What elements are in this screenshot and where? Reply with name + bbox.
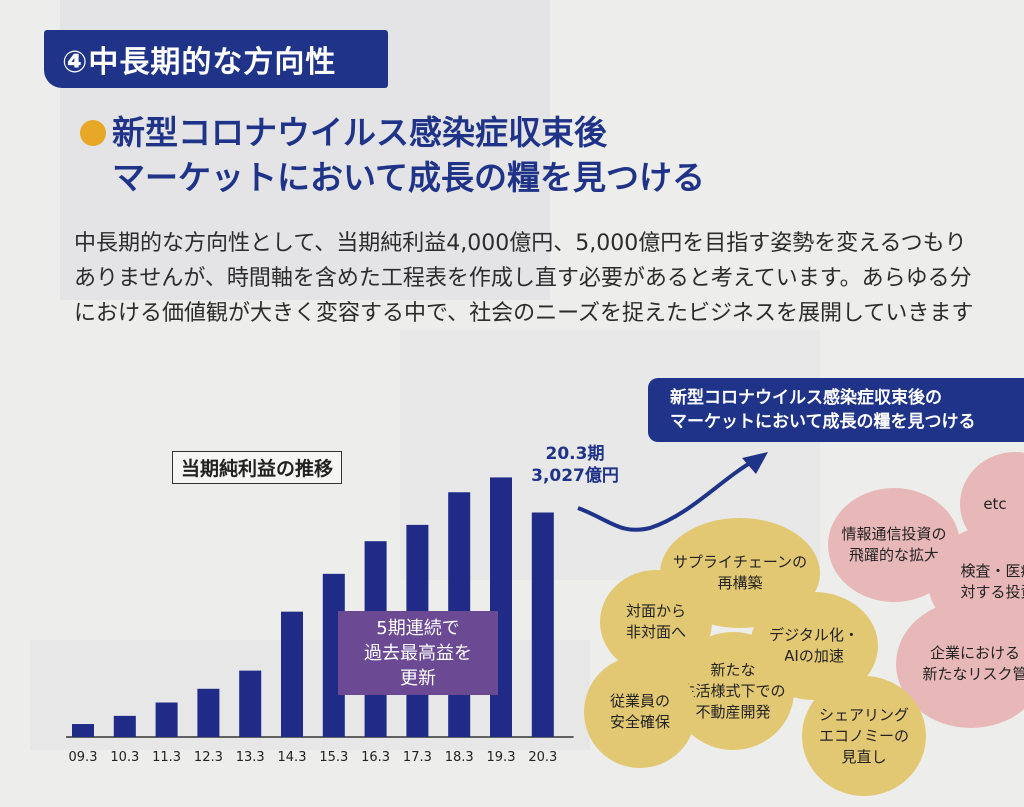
- future-box-line: マーケットにおいて成長の糧を見つける: [670, 412, 976, 432]
- bubble-line: シェアリング: [818, 705, 909, 724]
- bubble-line: etc: [983, 494, 1007, 513]
- growth-arrow-head-icon: [742, 452, 768, 474]
- growth-arrow-icon: [577, 458, 756, 532]
- x-tick-label: 18.3: [445, 750, 474, 765]
- future-direction-box: 新型コロナウイルス感染症収束後の マーケットにおいて成長の糧を見つける: [648, 378, 1024, 442]
- bubble-employee-safety: 従業員の 安全確保: [584, 656, 696, 768]
- bubble-line: デジタル化・: [769, 626, 859, 644]
- section-tag: ④中長期的な方向性: [44, 30, 388, 88]
- body-line: 中長期的な方向性として、当期純利益4,000億円、5,000億円を目指す姿勢を変…: [74, 231, 967, 256]
- bar-13.3: [239, 670, 262, 737]
- latest-value-label: 3,027億円: [531, 466, 619, 486]
- bar-09.3: [72, 724, 94, 737]
- record-line: 更新: [400, 667, 436, 689]
- headline-line: マーケットにおいて成長の糧を見つける: [112, 158, 706, 197]
- x-tick-label: 17.3: [403, 750, 432, 765]
- bubble-line: 非対面へ: [625, 623, 686, 641]
- x-tick-label: 19.3: [487, 750, 516, 765]
- bubble-line: 新たなリスク管: [922, 665, 1024, 683]
- x-tick-label: 15.3: [319, 750, 348, 765]
- x-tick-label: 16.3: [361, 750, 390, 765]
- latest-value-annotation: 20.3期 3,027億円: [520, 443, 630, 487]
- bar-11.3: [155, 702, 178, 737]
- bubble-line: サプライチェーンの: [672, 553, 808, 571]
- headline-line: 新型コロナウイルス感染症収束後: [112, 113, 607, 152]
- bubble-line: 再構築: [717, 574, 763, 592]
- bubble-line: 対する投資: [960, 583, 1024, 601]
- bubble-line: 不動産開発: [695, 702, 771, 721]
- bubble-line: 飛躍的な拡大: [848, 546, 939, 564]
- bubble-line: 生活様式下での: [680, 681, 786, 700]
- bubble-line: 企業における: [929, 644, 1020, 662]
- x-tick-label: 10.3: [110, 750, 139, 765]
- x-tick-label: 14.3: [278, 750, 307, 765]
- bubble-line: 見直し: [841, 747, 887, 766]
- future-box-line: 新型コロナウイルス感染症収束後の: [670, 388, 942, 408]
- bubble-line: 新たな: [710, 660, 756, 679]
- bar-20.3: [531, 512, 554, 737]
- x-tick-label: 20.3: [528, 750, 557, 765]
- bubble-line: 対面から: [625, 602, 686, 620]
- bubble-line: 従業員の: [609, 692, 670, 710]
- body-text: 中長期的な方向性として、当期純利益4,000億円、5,000億円を目指す姿勢を変…: [74, 226, 1024, 331]
- x-tick-label: 13.3: [236, 750, 265, 765]
- record-annotation-box: 5期連続で 過去最高益を 更新: [338, 611, 498, 695]
- bar-10.3: [113, 715, 136, 737]
- bubble-sharing-economy: シェアリング エコノミーの 見直し: [802, 676, 926, 796]
- x-tick-label: 11.3: [152, 750, 181, 765]
- bubble-line: エコノミーの: [818, 726, 909, 745]
- latest-period-label: 20.3期: [545, 444, 605, 464]
- record-line: 過去最高益を: [364, 642, 472, 664]
- bullet-dot-icon: [80, 120, 106, 146]
- x-tick-label: 12.3: [194, 750, 223, 765]
- bubble-line: AIの加速: [784, 647, 844, 665]
- body-line: における価値観が大きく変容する中で、社会のニーズを捉えたビジネスを展開していきま…: [74, 301, 974, 326]
- x-tick-label: 09.3: [69, 750, 98, 765]
- body-line: ありませんが、時間軸を含めた工程表を作成し直す必要があると考えています。あらゆる…: [74, 266, 972, 291]
- bar-14.3: [281, 611, 303, 737]
- bubble-line: 安全確保: [609, 713, 670, 731]
- bar-19.3: [490, 477, 512, 737]
- headline: 新型コロナウイルス感染症収束後 マーケットにおいて成長の糧を見つける: [112, 110, 705, 200]
- chart-title: 当期純利益の推移: [172, 451, 343, 484]
- record-line: 5期連続で: [376, 617, 460, 639]
- bubble-line: 情報通信投資の: [841, 525, 947, 543]
- bar-12.3: [197, 688, 220, 737]
- bubble-line: 検査・医療: [960, 562, 1024, 580]
